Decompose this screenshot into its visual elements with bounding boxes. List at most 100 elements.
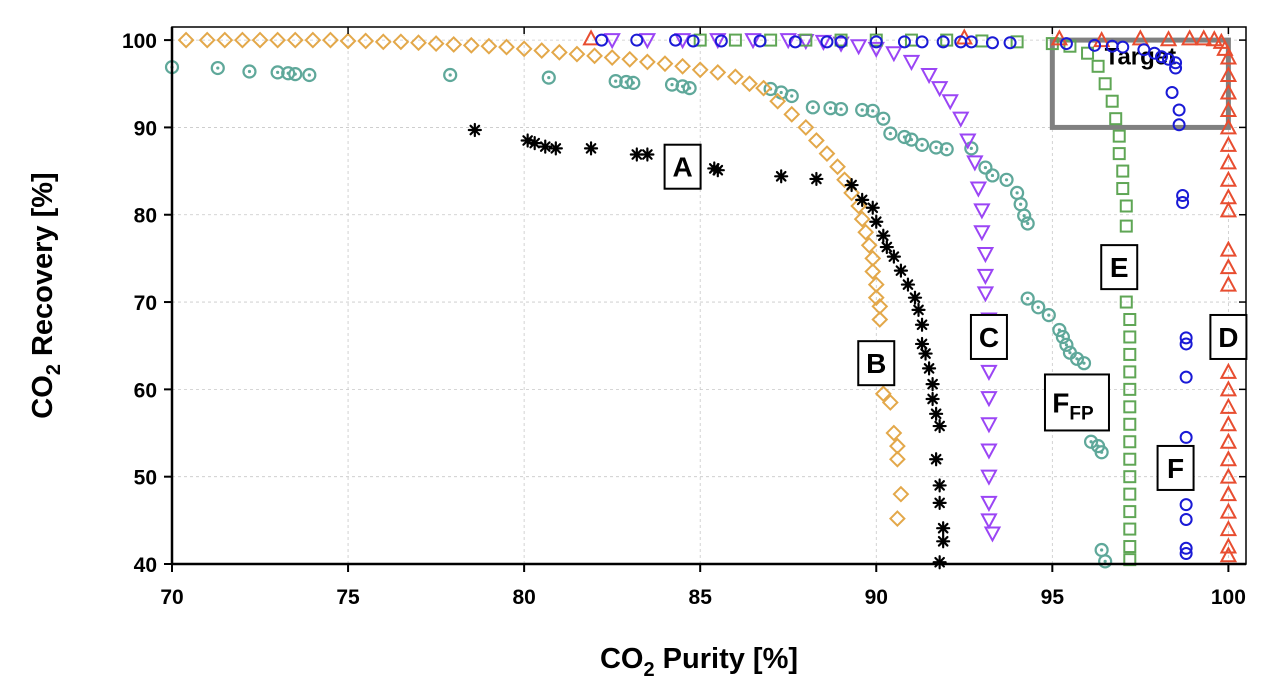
data-point bbox=[304, 31, 322, 49]
data-point-ring bbox=[1076, 356, 1092, 371]
data-point bbox=[269, 31, 287, 49]
asterisk-stroke bbox=[909, 292, 921, 304]
data-point bbox=[1179, 512, 1193, 526]
data-point bbox=[973, 225, 991, 242]
x-tick-label: 95 bbox=[1041, 586, 1065, 609]
data-point-dot bbox=[1019, 202, 1023, 206]
data-point bbox=[980, 495, 998, 512]
data-point bbox=[932, 418, 947, 434]
data-point bbox=[843, 184, 861, 202]
data-point bbox=[726, 68, 744, 86]
data-point bbox=[932, 478, 947, 493]
data-point bbox=[925, 391, 940, 407]
data-point bbox=[865, 103, 880, 118]
x-tick-label: 75 bbox=[336, 586, 360, 609]
data-point bbox=[1123, 347, 1137, 361]
data-point bbox=[1219, 135, 1238, 152]
data-point-dot bbox=[276, 70, 280, 75]
data-point-ring bbox=[1094, 445, 1109, 460]
data-point bbox=[1219, 65, 1238, 83]
data-point-dot bbox=[1082, 361, 1086, 365]
data-point bbox=[1219, 519, 1238, 537]
data-point-dot bbox=[860, 108, 864, 112]
data-point bbox=[640, 147, 655, 162]
data-point bbox=[1116, 182, 1130, 196]
data-point bbox=[710, 163, 725, 178]
data-point bbox=[939, 142, 954, 157]
data-point bbox=[603, 49, 621, 66]
data-point bbox=[888, 450, 906, 468]
data-point bbox=[1098, 77, 1112, 91]
asterisk-stroke bbox=[867, 202, 879, 214]
series-a bbox=[467, 122, 951, 570]
data-point-dot bbox=[1036, 305, 1040, 309]
data-point bbox=[1219, 100, 1238, 117]
data-point bbox=[392, 33, 410, 51]
x-axis-title-part: Purity [%] bbox=[655, 643, 798, 675]
data-point bbox=[1123, 400, 1137, 414]
data-point bbox=[849, 39, 868, 56]
data-point bbox=[1105, 94, 1119, 108]
data-point bbox=[1017, 208, 1032, 223]
data-point bbox=[1219, 170, 1238, 187]
asterisk-stroke bbox=[469, 124, 481, 136]
label-subscript: FP bbox=[1069, 403, 1094, 424]
data-point bbox=[818, 145, 836, 163]
asterisk-stroke bbox=[937, 522, 949, 534]
data-point-dot bbox=[1004, 178, 1009, 182]
data-point bbox=[907, 290, 923, 305]
data-point-ring bbox=[985, 168, 1000, 183]
data-point bbox=[216, 31, 234, 49]
data-point bbox=[198, 31, 216, 49]
data-point bbox=[1123, 313, 1137, 327]
data-point bbox=[925, 377, 940, 392]
label-text: D bbox=[1218, 322, 1238, 353]
data-point bbox=[788, 35, 802, 49]
data-point-ring bbox=[1031, 300, 1046, 315]
data-point bbox=[829, 158, 846, 176]
data-point bbox=[686, 34, 700, 48]
data-point-ring bbox=[929, 140, 944, 155]
data-point bbox=[1179, 337, 1193, 351]
data-point bbox=[693, 33, 707, 47]
asterisk-stroke bbox=[934, 497, 945, 509]
asterisk-stroke bbox=[529, 137, 541, 149]
data-point-dot bbox=[811, 105, 815, 109]
data-point bbox=[1055, 329, 1070, 345]
data-point bbox=[669, 33, 683, 47]
label-main: F bbox=[1052, 387, 1069, 418]
data-point-dot bbox=[1026, 296, 1030, 301]
series-label-e: E bbox=[1100, 244, 1139, 291]
data-point bbox=[893, 263, 909, 278]
x-tick-label: 100 bbox=[1211, 586, 1246, 609]
data-point bbox=[595, 33, 609, 47]
asterisk-stroke bbox=[585, 143, 597, 154]
data-point bbox=[805, 100, 820, 115]
data-series bbox=[164, 28, 1238, 570]
data-point-ring bbox=[897, 129, 912, 145]
data-point bbox=[959, 133, 977, 150]
data-point bbox=[626, 75, 641, 90]
data-point-dot bbox=[790, 94, 794, 98]
asterisk-stroke bbox=[631, 149, 643, 160]
data-point bbox=[915, 35, 929, 49]
data-point bbox=[1219, 201, 1238, 218]
data-point-ring bbox=[302, 67, 317, 83]
asterisk-stroke bbox=[902, 279, 914, 290]
data-point bbox=[467, 122, 482, 138]
data-point bbox=[833, 101, 849, 117]
data-point bbox=[177, 31, 195, 49]
data-point bbox=[980, 391, 998, 408]
data-point-ring bbox=[1055, 329, 1070, 345]
data-point bbox=[515, 40, 533, 58]
data-point bbox=[527, 136, 542, 151]
data-point bbox=[983, 526, 1002, 543]
data-point bbox=[1020, 216, 1035, 231]
data-point bbox=[1059, 37, 1073, 51]
asterisk-stroke bbox=[913, 304, 924, 316]
data-point-ring bbox=[784, 88, 799, 104]
x-axis-title-part: CO bbox=[600, 643, 644, 675]
data-point bbox=[1219, 467, 1238, 484]
data-point bbox=[1041, 308, 1056, 323]
